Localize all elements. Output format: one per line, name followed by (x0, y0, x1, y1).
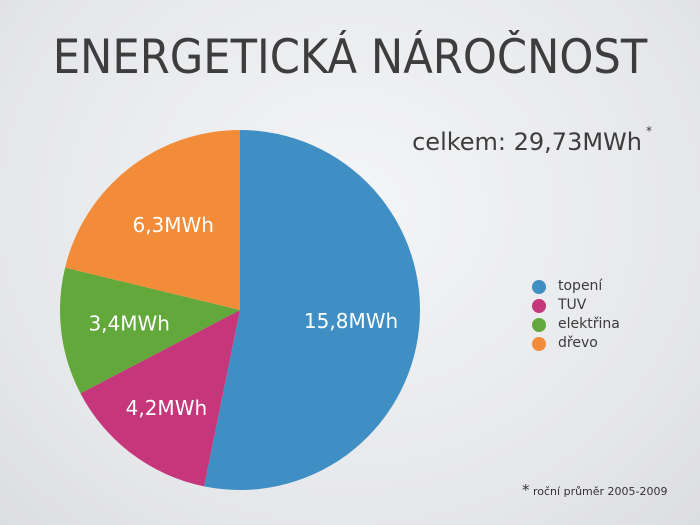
legend-item: elektřina (532, 315, 620, 334)
slice-label: 3,4MWh (88, 312, 170, 336)
legend: topení TUV elektřina dřevo (532, 277, 620, 353)
legend-label: topení (558, 278, 603, 294)
slice-label: 15,8MWh (304, 309, 398, 333)
legend-label: TUV (558, 297, 587, 313)
pie-slice-1 (80, 310, 240, 487)
total-marker: * (646, 124, 652, 138)
footnote-marker: * (522, 481, 530, 499)
legend-item: dřevo (532, 334, 620, 353)
total-label: celkem: 29,73MWh * (412, 124, 652, 156)
legend-item: topení (532, 277, 620, 296)
slide-title: ENERGETICKÁ NÁROČNOST (52, 30, 648, 85)
legend-swatch (532, 279, 546, 294)
footnote: * roční průměr 2005-2009 (522, 481, 668, 499)
legend-swatch (532, 298, 546, 313)
slice-label: 4,2MWh (126, 396, 208, 420)
footnote-text: roční průměr 2005-2009 (533, 485, 668, 498)
slice-label: 6,3MWh (132, 213, 214, 237)
pie-slice-3 (65, 130, 241, 310)
legend-swatch (532, 336, 546, 351)
legend-item: TUV (532, 296, 620, 315)
legend-label: dřevo (558, 335, 598, 351)
legend-label: elektřina (558, 316, 620, 332)
total-value: celkem: 29,73MWh (412, 128, 642, 156)
legend-swatch (532, 317, 546, 332)
pie-slice-0 (204, 130, 420, 490)
pie-slice-2 (59, 267, 240, 394)
